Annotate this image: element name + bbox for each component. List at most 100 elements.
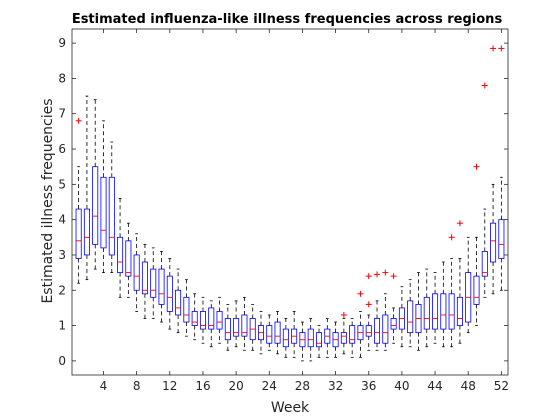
box-iqr: [224, 318, 231, 341]
box-week-41: [407, 279, 414, 348]
x-tick-label: 44: [427, 379, 442, 393]
box-iqr: [407, 300, 414, 334]
box-week-6: [117, 198, 124, 298]
x-tick-label: 32: [328, 379, 343, 393]
box-iqr: [125, 240, 132, 277]
box-iqr: [456, 296, 463, 326]
box-week-52: [498, 45, 505, 291]
outlier-marker: [75, 117, 82, 124]
box-week-19: [224, 303, 231, 351]
box-week-35: [357, 290, 364, 358]
box-week-39: [390, 273, 397, 344]
box-iqr: [349, 325, 356, 344]
x-tick-label: 16: [195, 379, 210, 393]
x-tick-label: 12: [162, 379, 177, 393]
box-week-4: [100, 120, 107, 274]
box-week-40: [398, 286, 405, 348]
x-tick-label: 40: [394, 379, 409, 393]
box-week-38: [382, 269, 389, 351]
y-tick-label: 7: [58, 107, 66, 121]
box-iqr: [274, 321, 281, 344]
box-week-49: [473, 163, 480, 326]
box-week-26: [282, 318, 289, 358]
box-week-18: [216, 296, 223, 344]
box-week-11: [158, 251, 165, 323]
box-week-29: [307, 318, 314, 362]
box-iqr: [183, 296, 190, 323]
y-tick-label: 1: [58, 319, 66, 333]
box-iqr: [133, 254, 140, 291]
box-week-43: [423, 268, 430, 348]
box-iqr: [307, 328, 314, 348]
box-week-44: [432, 272, 439, 344]
x-tick-label: 20: [228, 379, 243, 393]
outlier-marker: [490, 45, 497, 52]
box-week-47: [456, 220, 463, 344]
box-week-22: [249, 303, 256, 351]
box-iqr: [440, 293, 447, 330]
box-iqr: [374, 318, 381, 344]
box-iqr: [266, 325, 273, 344]
box-week-10: [150, 247, 157, 319]
box-iqr: [166, 275, 173, 312]
chart-title: Estimated influenza-like illness frequen…: [72, 12, 503, 27]
plot-area: [71, 28, 509, 376]
y-tick-label: 9: [58, 36, 66, 50]
box-iqr: [216, 311, 223, 330]
box-week-25: [274, 311, 281, 355]
box-iqr: [108, 176, 115, 256]
box-iqr: [92, 166, 99, 245]
box-week-1: [75, 117, 82, 284]
box-week-33: [340, 311, 347, 355]
box-week-50: [481, 82, 488, 298]
box-week-30: [316, 325, 323, 358]
box-week-7: [125, 222, 132, 298]
outlier-marker: [382, 269, 389, 276]
box-week-2: [83, 95, 90, 281]
x-tick-label: 52: [494, 379, 509, 393]
outlier-marker: [448, 234, 455, 241]
box-week-36: [365, 273, 372, 351]
x-axis-label: Week: [271, 400, 310, 416]
outlier-marker: [473, 163, 480, 170]
box-week-48: [465, 236, 472, 334]
box-iqr: [340, 332, 347, 344]
y-axis-label: Estimated illness frequencies: [40, 98, 56, 303]
outlier-marker: [357, 290, 364, 297]
box-iqr: [432, 293, 439, 330]
x-tick-label: 48: [461, 379, 476, 393]
y-tick-label: 0: [58, 354, 66, 368]
y-axis: 0 1 2 3 4 5 6 7 8 9: [58, 36, 508, 368]
box-week-32: [332, 321, 339, 358]
box-week-9: [141, 243, 148, 319]
box-iqr: [481, 251, 488, 277]
box-week-16: [199, 296, 206, 344]
box-iqr: [199, 311, 206, 330]
outlier-marker: [481, 82, 488, 89]
box-iqr: [233, 318, 240, 337]
outlier-marker: [340, 311, 347, 318]
x-tick-label: 4: [100, 379, 108, 393]
box-week-46: [448, 234, 455, 348]
box-week-24: [266, 314, 273, 351]
box-iqr: [316, 332, 323, 348]
box-iqr: [390, 318, 397, 330]
y-tick-label: 4: [58, 213, 66, 227]
x-axis: 4 8 12 16 20 24 28 32 36 40 44 48 52: [100, 29, 509, 393]
box-iqr: [191, 311, 198, 326]
box-iqr: [158, 268, 165, 305]
box-iqr: [382, 314, 389, 344]
box-iqr: [365, 325, 372, 337]
box-iqr: [100, 176, 107, 249]
outlier-marker: [498, 45, 505, 52]
box-week-23: [257, 311, 264, 355]
box-iqr: [208, 307, 215, 330]
y-tick-label: 3: [58, 248, 66, 262]
outlier-marker: [390, 273, 397, 280]
box-iqr: [241, 314, 248, 337]
box-week-51: [490, 45, 497, 295]
box-week-21: [241, 296, 248, 351]
box-week-34: [349, 318, 356, 358]
box-week-3: [92, 99, 99, 270]
